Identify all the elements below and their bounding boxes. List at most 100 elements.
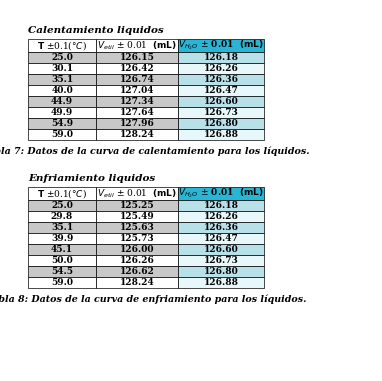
Text: $\mathit{V_{H_2O}}$ $\pm$ 0.01  $\mathbf{(mL)}$: $\mathit{V_{H_2O}}$ $\pm$ 0.01 $\mathbf{… [178, 39, 264, 52]
Bar [178, 52, 264, 63]
Bar [28, 222, 96, 233]
Bar [96, 233, 178, 244]
Text: $\mathit{V_{H_2O}}$ $\pm$ 0.01  $\mathbf{(mL)}$: $\mathit{V_{H_2O}}$ $\pm$ 0.01 $\mathbf{… [178, 187, 264, 200]
Bar [178, 96, 264, 107]
Bar [96, 63, 178, 74]
Bar [178, 107, 264, 118]
Text: 29.8: 29.8 [51, 212, 73, 221]
Bar [178, 63, 264, 74]
Text: Tabla 7: Datos de la curva de calentamiento para los líquidos.: Tabla 7: Datos de la curva de calentamie… [0, 147, 310, 157]
Bar [96, 129, 178, 140]
Text: 126.26: 126.26 [204, 64, 238, 73]
Bar [96, 244, 178, 255]
Bar [178, 187, 264, 200]
Text: 30.1: 30.1 [51, 64, 73, 73]
Text: 126.36: 126.36 [204, 75, 238, 84]
Bar [178, 74, 264, 85]
Bar [178, 129, 264, 140]
Bar [28, 255, 96, 266]
Text: 127.04: 127.04 [120, 86, 154, 95]
Text: 49.9: 49.9 [51, 108, 73, 117]
Bar [96, 118, 178, 129]
Bar [96, 211, 178, 222]
Bar [28, 85, 96, 96]
Text: 127.64: 127.64 [120, 108, 154, 117]
Text: 59.0: 59.0 [51, 278, 73, 287]
Text: 128.24: 128.24 [120, 278, 154, 287]
Text: $V_{\mathit{etil}}$ $\pm$ 0.01  $\mathbf{(mL)}$: $V_{\mathit{etil}}$ $\pm$ 0.01 $\mathbf{… [97, 39, 177, 52]
Bar [178, 118, 264, 129]
Text: 45.1: 45.1 [51, 245, 73, 254]
Bar [178, 255, 264, 266]
Bar [28, 52, 96, 63]
Text: 59.0: 59.0 [51, 130, 73, 139]
Bar [28, 200, 96, 211]
Bar [96, 52, 178, 63]
Text: 126.36: 126.36 [204, 223, 238, 232]
Bar [96, 255, 178, 266]
Text: 126.60: 126.60 [204, 245, 238, 254]
Text: 126.26: 126.26 [120, 256, 154, 265]
Bar [28, 39, 96, 52]
Bar [96, 39, 178, 52]
Text: 126.26: 126.26 [204, 212, 238, 221]
Text: 54.9: 54.9 [51, 119, 73, 128]
Bar [178, 85, 264, 96]
Bar [28, 187, 96, 200]
Bar [28, 107, 96, 118]
Bar [96, 187, 178, 200]
Text: 126.18: 126.18 [204, 53, 238, 62]
Text: 125.73: 125.73 [120, 234, 154, 243]
Text: 126.15: 126.15 [120, 53, 154, 62]
Bar [28, 129, 96, 140]
Bar [178, 222, 264, 233]
Text: 125.63: 125.63 [120, 223, 154, 232]
Text: 126.62: 126.62 [120, 267, 154, 276]
Text: Calentamiento liquidos: Calentamiento liquidos [28, 26, 164, 35]
Bar [96, 266, 178, 277]
Text: 40.0: 40.0 [51, 86, 73, 95]
Text: $\mathbf{T}$ $\pm$0.1($°C$): $\mathbf{T}$ $\pm$0.1($°C$) [37, 187, 87, 200]
Text: 126.80: 126.80 [204, 119, 238, 128]
Bar [28, 233, 96, 244]
Bar [96, 222, 178, 233]
Bar [178, 233, 264, 244]
Text: 25.0: 25.0 [51, 201, 73, 210]
Text: 126.60: 126.60 [204, 97, 238, 106]
Bar [96, 74, 178, 85]
Text: 127.96: 127.96 [120, 119, 154, 128]
Bar [28, 96, 96, 107]
Bar [96, 200, 178, 211]
Text: 39.9: 39.9 [51, 234, 73, 243]
Text: 125.25: 125.25 [120, 201, 154, 210]
Text: 127.34: 127.34 [120, 97, 154, 106]
Bar [28, 244, 96, 255]
Bar [178, 211, 264, 222]
Text: 50.0: 50.0 [51, 256, 73, 265]
Bar [96, 107, 178, 118]
Text: 125.49: 125.49 [120, 212, 154, 221]
Text: 126.47: 126.47 [204, 234, 238, 243]
Bar [96, 277, 178, 288]
Bar [28, 118, 96, 129]
Bar [178, 266, 264, 277]
Text: $\mathbf{T}$ $\pm$0.1($°C$): $\mathbf{T}$ $\pm$0.1($°C$) [37, 39, 87, 52]
Bar [178, 200, 264, 211]
Bar [96, 85, 178, 96]
Bar [178, 244, 264, 255]
Text: 44.9: 44.9 [51, 97, 73, 106]
Text: 126.74: 126.74 [120, 75, 154, 84]
Text: 126.00: 126.00 [120, 245, 154, 254]
Text: 126.80: 126.80 [204, 267, 238, 276]
Text: Enfriamiento liquidos: Enfriamiento liquidos [28, 174, 155, 183]
Text: Tabla 8: Datos de la curva de enfriamiento para los líquidos.: Tabla 8: Datos de la curva de enfriamien… [0, 295, 306, 304]
Text: $V_{\mathit{etil}}$ $\pm$ 0.01  $\mathbf{(mL)}$: $V_{\mathit{etil}}$ $\pm$ 0.01 $\mathbf{… [97, 187, 177, 200]
Bar [178, 277, 264, 288]
Bar [28, 74, 96, 85]
Text: 126.47: 126.47 [204, 86, 238, 95]
Text: 35.1: 35.1 [51, 223, 73, 232]
Text: 126.88: 126.88 [204, 278, 238, 287]
Text: 126.18: 126.18 [204, 201, 238, 210]
Text: 35.1: 35.1 [51, 75, 73, 84]
Text: 54.5: 54.5 [51, 267, 73, 276]
